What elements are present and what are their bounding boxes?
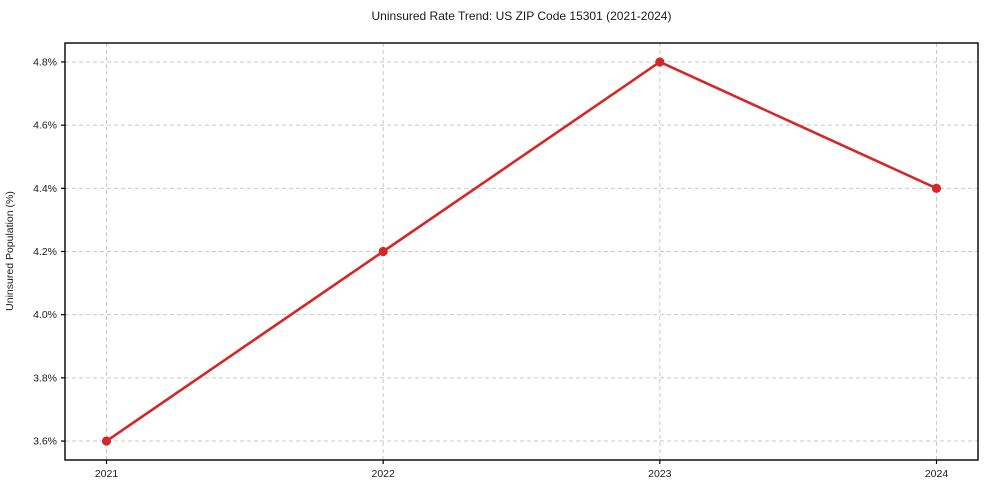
x-tick-label: 2024 xyxy=(925,468,949,480)
y-tick-label: 4.4% xyxy=(33,183,57,195)
data-point-marker xyxy=(378,246,388,257)
y-tick-label: 4.6% xyxy=(33,120,57,132)
y-tick-label: 4.2% xyxy=(33,246,57,258)
data-point-marker xyxy=(931,183,942,193)
y-tick-label: 3.8% xyxy=(33,372,57,384)
chart-title: Uninsured Rate Trend: US ZIP Code 15301 … xyxy=(371,9,672,23)
y-axis-label: Uninsured Population (%) xyxy=(4,191,16,311)
x-tick-label: 2021 xyxy=(95,468,119,480)
y-tick-label: 3.6% xyxy=(33,436,57,448)
trend-line xyxy=(105,60,938,443)
x-tick-label: 2023 xyxy=(648,468,672,480)
data-point-marker xyxy=(655,57,665,67)
y-tick-label: 4.8% xyxy=(33,56,57,68)
data-point-marker xyxy=(101,436,112,446)
y-tick-label: 4.0% xyxy=(33,309,57,321)
x-tick-label: 2022 xyxy=(371,468,395,480)
